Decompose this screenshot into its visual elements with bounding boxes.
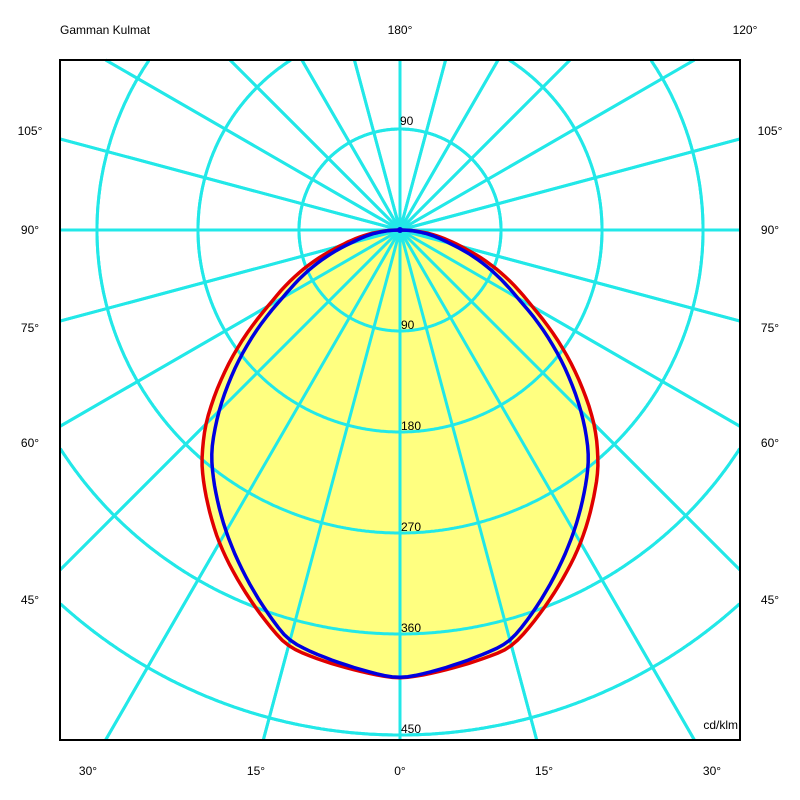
- radial-gridline: [398, 59, 448, 231]
- radial-gridline: [58, 228, 402, 572]
- center-point: [397, 227, 403, 233]
- radial-gridcircle: [95, 59, 705, 535]
- angle-label: 60°: [21, 436, 39, 450]
- radial-tick-label: 180: [401, 419, 421, 433]
- radial-gridline: [399, 228, 741, 428]
- radial-gridline: [228, 58, 402, 232]
- radial-gridline: [59, 137, 401, 232]
- angle-label: 75°: [761, 321, 779, 335]
- top-center-label: 180°: [388, 23, 413, 37]
- radial-gridline: [398, 58, 572, 232]
- unit-label: cd/klm: [703, 718, 738, 732]
- angle-label: 15°: [247, 764, 265, 778]
- angle-label: 30°: [703, 764, 721, 778]
- angle-label: 105°: [758, 124, 783, 138]
- curves: [58, 58, 742, 741]
- chart-frame: [59, 59, 741, 741]
- radial-gridcircle: [196, 58, 604, 434]
- radial-gridline: [398, 229, 696, 741]
- grid-labels: 90 180 270 360 450: [401, 318, 421, 736]
- angle-label: 0°: [394, 764, 406, 778]
- radial-gridline: [398, 229, 539, 741]
- radial-gridline: [399, 137, 741, 232]
- angle-label: 105°: [18, 124, 43, 138]
- grid-overlay: [58, 58, 742, 741]
- angle-label: 45°: [21, 593, 39, 607]
- right-angle-labels: 105° 90° 75° 60° 45°: [758, 124, 783, 607]
- angle-label: 90°: [761, 223, 779, 237]
- top-right-label: 120°: [733, 23, 758, 37]
- angle-label: 75°: [21, 321, 39, 335]
- radial-gridline: [261, 229, 402, 741]
- radial-tick-label: 360: [401, 621, 421, 635]
- radial-gridline: [104, 58, 401, 232]
- angle-label: 90°: [21, 223, 39, 237]
- radial-gridline: [300, 59, 402, 231]
- angle-label: 45°: [761, 593, 779, 607]
- radial-gridline: [104, 229, 402, 741]
- radial-gridcircle: [297, 127, 503, 333]
- curve-c90-270: [210, 228, 590, 680]
- radial-gridline: [398, 228, 742, 572]
- left-angle-labels: 105° 90° 75° 60° 45°: [18, 124, 43, 607]
- angle-label: 30°: [79, 764, 97, 778]
- angle-label: 15°: [535, 764, 553, 778]
- radial-gridline: [399, 58, 696, 232]
- chart-title: Gamman Kulmat: [60, 23, 151, 37]
- radial-tick-label: 270: [401, 520, 421, 534]
- angle-label: 60°: [761, 436, 779, 450]
- radial-gridline: [352, 59, 402, 231]
- radial-tick-label: 450: [401, 722, 421, 736]
- radial-gridcircle: [58, 447, 742, 636]
- bottom-angle-labels: 30° 15° 0° 15° 30°: [79, 764, 721, 778]
- radial-gridcircle: [59, 602, 741, 737]
- upper-tick-label: 90: [400, 114, 414, 128]
- radial-gridline: [59, 228, 401, 428]
- radial-tick-label: 90: [401, 318, 415, 332]
- radial-gridline: [398, 59, 500, 231]
